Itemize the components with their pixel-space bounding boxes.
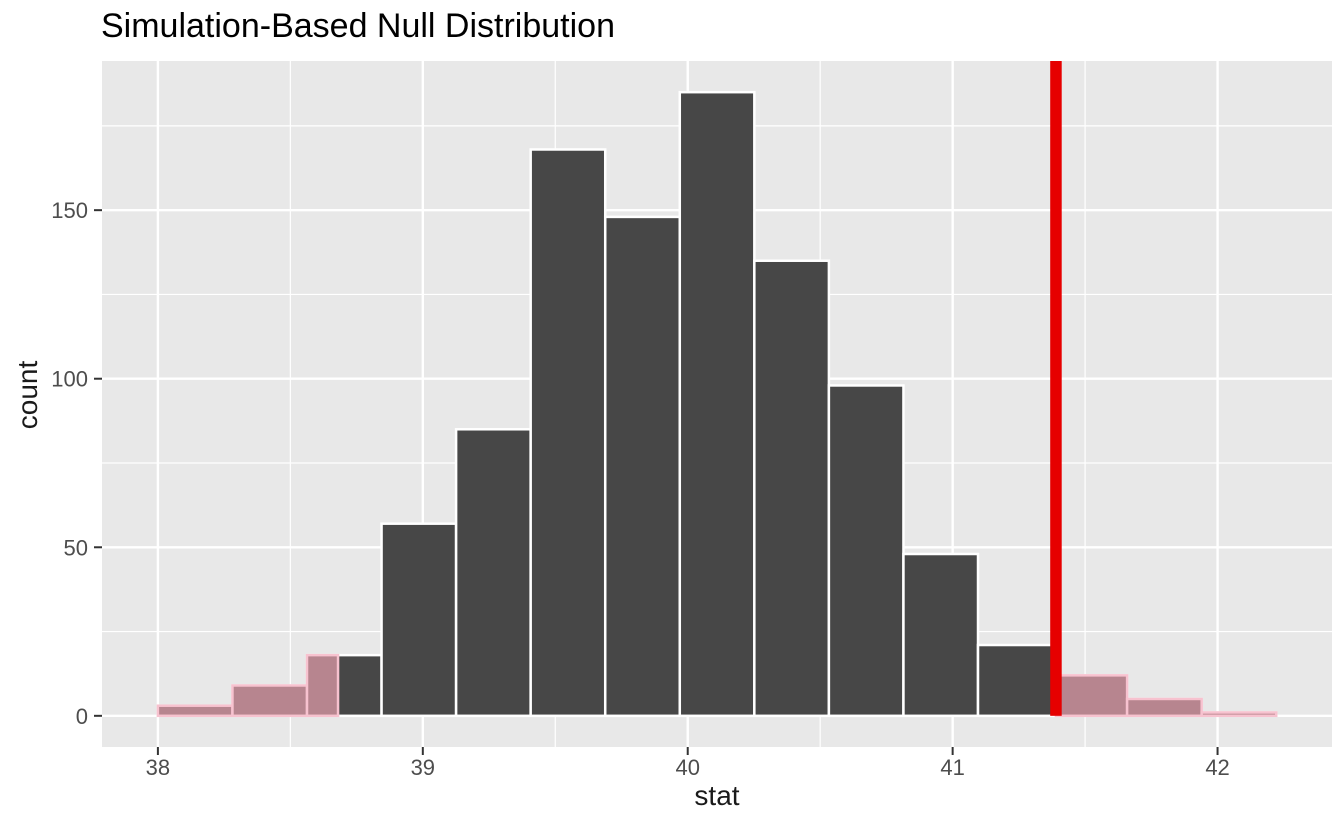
x-axis-title: stat <box>694 780 740 811</box>
pvalue-shade-bar <box>156 704 234 718</box>
y-tick-label: 50 <box>64 535 88 560</box>
histogram-bar <box>753 259 831 718</box>
histogram-bar <box>454 428 532 718</box>
y-tick-label: 150 <box>51 198 88 223</box>
plot-title: Simulation-Based Null Distribution <box>101 7 616 45</box>
histogram-bar <box>827 384 905 718</box>
pvalue-shade-bar <box>305 653 340 718</box>
y-tick-label: 0 <box>76 704 88 729</box>
x-tick-label: 39 <box>411 755 435 780</box>
x-tick-label: 41 <box>940 755 964 780</box>
histogram-bar <box>529 148 607 718</box>
pvalue-shade-bar <box>1125 697 1203 718</box>
x-tick-label: 42 <box>1205 755 1229 780</box>
y-tick-label: 100 <box>51 367 88 392</box>
x-tick-label: 38 <box>146 755 170 780</box>
histogram-bar <box>902 552 980 718</box>
histogram-bar <box>380 522 458 718</box>
observed-stat-line <box>1050 61 1062 716</box>
y-axis-title: count <box>12 360 43 430</box>
pvalue-shade-bar <box>231 684 309 718</box>
histogram-bar <box>678 90 756 718</box>
histogram-bar <box>976 643 1054 718</box>
pvalue-shade-bar <box>1054 674 1129 718</box>
pvalue-shade-bar <box>1200 711 1278 718</box>
histogram-bar <box>603 215 682 718</box>
x-tick-label: 40 <box>675 755 699 780</box>
